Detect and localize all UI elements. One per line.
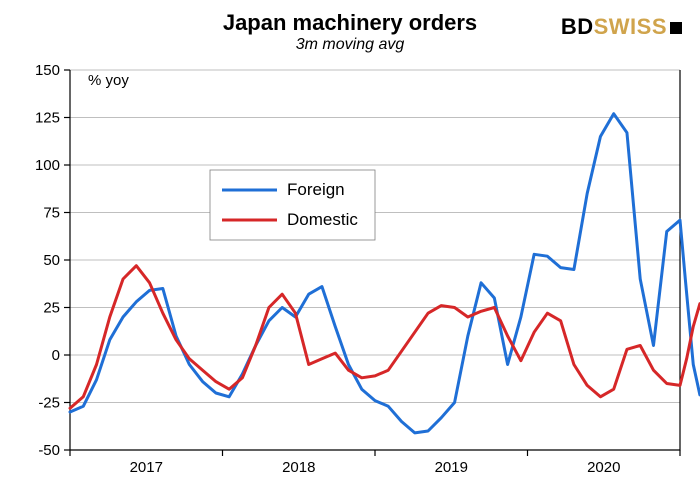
y-tick-label: -50 (38, 442, 60, 459)
series-domestic (70, 266, 700, 409)
y-tick-label: 125 (35, 110, 60, 127)
y-tick-label: 100 (35, 157, 60, 174)
x-tick-label: 2020 (587, 459, 620, 476)
y-tick-label: 0 (52, 347, 60, 364)
x-tick-label: 2017 (130, 459, 163, 476)
y-tick-label: 50 (43, 252, 60, 269)
x-tick-label: 2018 (282, 459, 315, 476)
series-foreign (70, 114, 700, 433)
y-tick-label: 25 (43, 300, 60, 317)
y-tick-label: -25 (38, 395, 60, 412)
chart-container: Japan machinery orders 3m moving avg BDS… (0, 0, 700, 500)
x-tick-label: 2019 (435, 459, 468, 476)
y-tick-label: 150 (35, 62, 60, 79)
legend-label: Foreign (287, 180, 345, 199)
chart-svg: -50 -25 0 25 50 75 100 125 150 2017 2018 2019 2020 Fo… (0, 0, 700, 500)
legend-label: Domestic (287, 210, 358, 229)
y-tick-label: 75 (43, 205, 60, 222)
